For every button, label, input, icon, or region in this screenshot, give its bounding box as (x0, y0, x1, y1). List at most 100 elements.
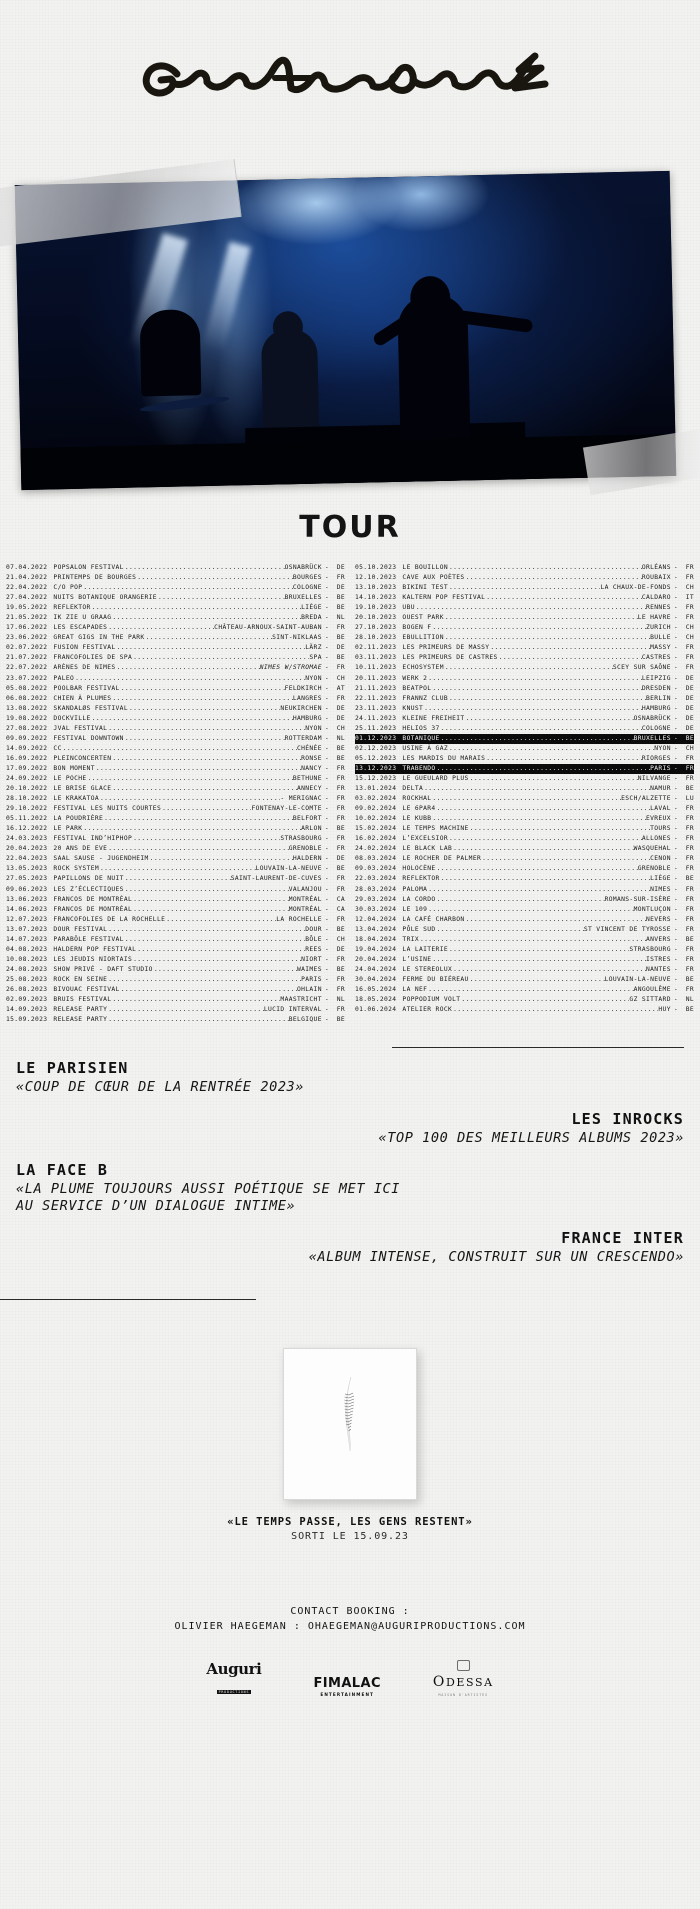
tour-date-row[interactable]: 15.02.2024 LE TEMPS MACHINE..............… (355, 824, 694, 834)
tour-date-row[interactable]: 13.01.2024 DELTA.........................… (355, 784, 694, 794)
tour-date-row[interactable]: 21.07.2022 FRANCOFOLIES DE SPA...........… (6, 653, 345, 663)
tour-date-row[interactable]: 24.11.2023 KLEINE FREIHEIT...............… (355, 714, 694, 724)
tour-date-row[interactable]: 24.08.2023 SHOW PRIVÉ - DAFT STUDIO......… (6, 965, 345, 975)
tour-date-row[interactable]: 12.04.2024 LA CAFÉ CHARBON...............… (355, 915, 694, 925)
tour-date-row[interactable]: 20.11.2023 WERK 2........................… (355, 674, 694, 684)
tour-date-row[interactable]: 28.10.2023 EBULLITION....................… (355, 633, 694, 643)
tour-date-row[interactable]: 19.04.2024 LA LAITERIE...................… (355, 945, 694, 955)
tour-date-row[interactable]: 09.02.2024 LE 6PAR4......................… (355, 804, 694, 814)
tour-date-row[interactable]: 24.02.2024 LE BLACK LAB..................… (355, 844, 694, 854)
tour-date-row[interactable]: 27.08.2022 JVAL FESTIVAL.................… (6, 724, 345, 734)
tour-date-row[interactable]: 23.11.2023 KNUST.........................… (355, 704, 694, 714)
tour-city: VALANJOU (288, 885, 322, 893)
tour-date-row[interactable]: 13.05.2023 ROCK SYSTEM...................… (6, 864, 345, 874)
tour-date-row[interactable]: 15.09.2023 RELEASE PARTY.................… (6, 1015, 345, 1025)
tour-date-row[interactable]: 16.05.2024 LA NEF........................… (355, 985, 694, 995)
tour-date-row[interactable]: 24.04.2024 LE STEREOLUX..................… (355, 965, 694, 975)
tour-date-row[interactable]: 21.04.2022 PRINTEMPS DE BOURGES..........… (6, 573, 345, 583)
tour-date-row[interactable]: 29.03.2024 LA CORDO......................… (355, 895, 694, 905)
tour-date-row[interactable]: 10.11.2023 ECHOSYSTEM....................… (355, 663, 694, 673)
tour-date-row[interactable]: 24.03.2023 FESTIVAL IND’HIPHOP...........… (6, 834, 345, 844)
tour-date-row[interactable]: 25.08.2023 ROCK EN SEINE.................… (6, 975, 345, 985)
tour-date-row[interactable]: 26.08.2023 BIVOUAC FESTIVAL..............… (6, 985, 345, 995)
tour-date-row[interactable]: 28.03.2024 PALOMA........................… (355, 885, 694, 895)
separator: - (673, 955, 678, 963)
tour-date-row[interactable]: 16.12.2022 LE PARK.......................… (6, 824, 345, 834)
tour-date-row[interactable]: 09.09.2022 FESTIVAL DOWNTOWN.............… (6, 734, 345, 744)
tour-date-row[interactable]: 19.10.2023 UBU...........................… (355, 603, 694, 613)
tour-date-row[interactable]: 02.12.2023 USINE À GAZ...................… (355, 744, 694, 754)
tour-date-row[interactable]: 16.02.2024 L’EXCELSIOR...................… (355, 834, 694, 844)
tour-date-row[interactable]: 12.10.2023 CAVE AUX POÈTES...............… (355, 573, 694, 583)
tour-date-row[interactable]: 14.09.2022 CC............................… (6, 744, 345, 754)
tour-date-row[interactable]: 29.10.2022 FESTIVAL LES NUITS COURTES....… (6, 804, 345, 814)
separator: - (673, 654, 678, 662)
tour-date-row[interactable]: 28.10.2022 LE KRAKATOA...................… (6, 794, 345, 804)
tour-date-row[interactable]: 22.04.2023 SAAL SAUSE - JUGENDHEIM.......… (6, 854, 345, 864)
tour-date-row[interactable]: 03.02.2024 ROCKHAL.......................… (355, 794, 694, 804)
tour-date-row[interactable]: 21.11.2023 BEATPOL.......................… (355, 684, 694, 694)
tour-date-row[interactable]: 20.10.2023 OUEST PARK....................… (355, 613, 694, 623)
tour-date-row[interactable]: 08.03.2024 LE ROCHER DE PALMER...........… (355, 854, 694, 864)
tour-date-row[interactable]: 12.07.2023 FRANCOFOLIES DE LA ROCHELLE...… (6, 915, 345, 925)
tour-date-row[interactable]: 13.08.2022 SKANDALØS FESTIVAL............… (6, 704, 345, 714)
tour-date-row[interactable]: 14.06.2023 FRANCOS DE MONTRÉAL...........… (6, 905, 345, 915)
tour-date-row[interactable]: 27.05.2023 PAPILLONS DE NUIT.............… (6, 874, 345, 884)
tour-date-row[interactable]: 13.04.2024 PÔLE SUD......................… (355, 925, 694, 935)
tour-date-row[interactable]: 07.04.2022 POPSALON FESTIVAL.............… (6, 563, 345, 573)
tour-date-row[interactable]: 27.10.2023 BOGEN F.......................… (355, 623, 694, 633)
tour-date-row[interactable]: 10.08.2023 LES JEUDIS NIORTAIS...........… (6, 955, 345, 965)
tour-date-row[interactable]: 13.06.2023 FRANCOS DE MONTRÉAL...........… (6, 895, 345, 905)
tour-date-row[interactable]: 15.12.2023 LE GUEULARD PLUS..............… (355, 774, 694, 784)
tour-date-row[interactable]: 01.12.2023 BOTANIQUE.....................… (355, 733, 694, 744)
tour-date-row[interactable]: 05.11.2022 LA POUDRIÈRE..................… (6, 814, 345, 824)
tour-date-row[interactable]: 30.03.2024 LE 109........................… (355, 905, 694, 915)
tour-venue: LA NEF (402, 985, 428, 993)
tour-date-row[interactable]: 17.09.2022 BON MOMENT....................… (6, 764, 345, 774)
tour-date-row[interactable]: 03.11.2023 LES PRIMEURS DE CASTRES.......… (355, 653, 694, 663)
tour-date-row[interactable]: 14.07.2023 PARABÖLE FESTIVAL.............… (6, 935, 345, 945)
tour-date-row[interactable]: 22.04.2022 C/O POP.......................… (6, 583, 345, 593)
tour-date-row[interactable]: 09.06.2023 LES Z’ÉCLECTIQUES.............… (6, 885, 345, 895)
tour-date-row[interactable]: 02.11.2023 LES PRIMEURS DE MASSY.........… (355, 643, 694, 653)
tour-date-row[interactable]: 27.04.2022 NUITS BOTANIQUE ORANGERIE.....… (6, 593, 345, 603)
tour-city: MASSY (650, 644, 671, 652)
tour-date-row[interactable]: 02.09.2023 BRUIS FESTIVAL................… (6, 995, 345, 1005)
tour-date-row[interactable]: 23.06.2022 GREAT GIGS IN THE PARK........… (6, 633, 345, 643)
tour-date-row[interactable]: 01.06.2024 ATELIER ROCK..................… (355, 1005, 694, 1015)
tour-venue: LE TEMPS MACHINE (402, 825, 469, 833)
tour-date-row[interactable]: 13.12.2023 TRABENDO......................… (355, 763, 694, 774)
tour-date-row[interactable]: 14.10.2023 KALTERN POP FESTIVAL..........… (355, 593, 694, 603)
tour-date-row[interactable]: 14.09.2023 RELEASE PARTY.................… (6, 1005, 345, 1015)
tour-date-row[interactable]: 05.08.2022 POOLBAR FESTIVAL..............… (6, 684, 345, 694)
tour-date-row[interactable]: 20.10.2022 LE BRISE GLACE................… (6, 784, 345, 794)
tour-date-row[interactable]: 04.08.2023 HALDERN POP FESTIVAL..........… (6, 945, 345, 955)
tour-date-row[interactable]: 21.05.2022 IK ZIE U GRAAG................… (6, 613, 345, 623)
tour-date-row[interactable]: 13.10.2023 BIKINI TEST...................… (355, 583, 694, 593)
odessa-name: ODESSA (432, 1674, 494, 1691)
tour-date-row[interactable]: 02.07.2022 FUSION FESTIVAL...............… (6, 643, 345, 653)
tour-date-row[interactable]: 23.07.2022 PALEO.........................… (6, 674, 345, 684)
tour-date-row[interactable]: 20.04.2023 20 ANS DE EVE.................… (6, 844, 345, 854)
contact-email-line[interactable]: OLIVIER HAEGEMAN : OHAEGEMAN@AUGURIPRODU… (174, 1621, 526, 1633)
tour-date-row[interactable]: 19.05.2022 REFLEKTOR.....................… (6, 603, 345, 613)
tour-date-row[interactable]: 06.08.2022 CHIEN À PLUMES................… (6, 694, 345, 704)
tour-date-row[interactable]: 22.07.2022 ARÈNES DE NIMES...............… (6, 663, 345, 673)
tour-date-row[interactable]: 05.12.2023 LES MARDIS DU MARAIS..........… (355, 754, 694, 764)
tour-date-row[interactable]: 25.11.2023 HELIOS 37.....................… (355, 724, 694, 734)
tour-date-row[interactable]: 17.06.2022 LES ESCAPADES.................… (6, 623, 345, 633)
tour-date-row[interactable]: 19.08.2022 DOCKVILLE.....................… (6, 714, 345, 724)
tour-date-row[interactable]: 22.11.2023 FRANNZ CLUB...................… (355, 694, 694, 704)
tour-date-row[interactable]: 24.09.2022 LE POCHE......................… (6, 774, 345, 784)
tour-date-row[interactable]: 10.02.2024 LE KUBB.......................… (355, 814, 694, 824)
tour-date-row[interactable]: 09.03.2024 HOLOCÈNE......................… (355, 864, 694, 874)
tour-date-row[interactable]: 30.04.2024 FERME DU BIÉREAU..............… (355, 975, 694, 985)
tour-country-code: CH (336, 674, 345, 682)
tour-date-row[interactable]: 18.04.2024 TRIX..........................… (355, 935, 694, 945)
tour-date-row[interactable]: 05.10.2023 LE BOUILLON...................… (355, 563, 694, 573)
tour-date-row[interactable]: 16.09.2022 PLEINCONCERTEN................… (6, 754, 345, 764)
tour-date-row[interactable]: 13.07.2023 DOUR FESTIVAL.................… (6, 925, 345, 935)
tour-date-row[interactable]: 20.04.2024 L’USINE.......................… (355, 955, 694, 965)
tour-date-row[interactable]: 22.03.2024 REFLEKTOR.....................… (355, 874, 694, 884)
tour-date-row[interactable]: 18.05.2024 POPPODIUM VOLT................… (355, 995, 694, 1005)
